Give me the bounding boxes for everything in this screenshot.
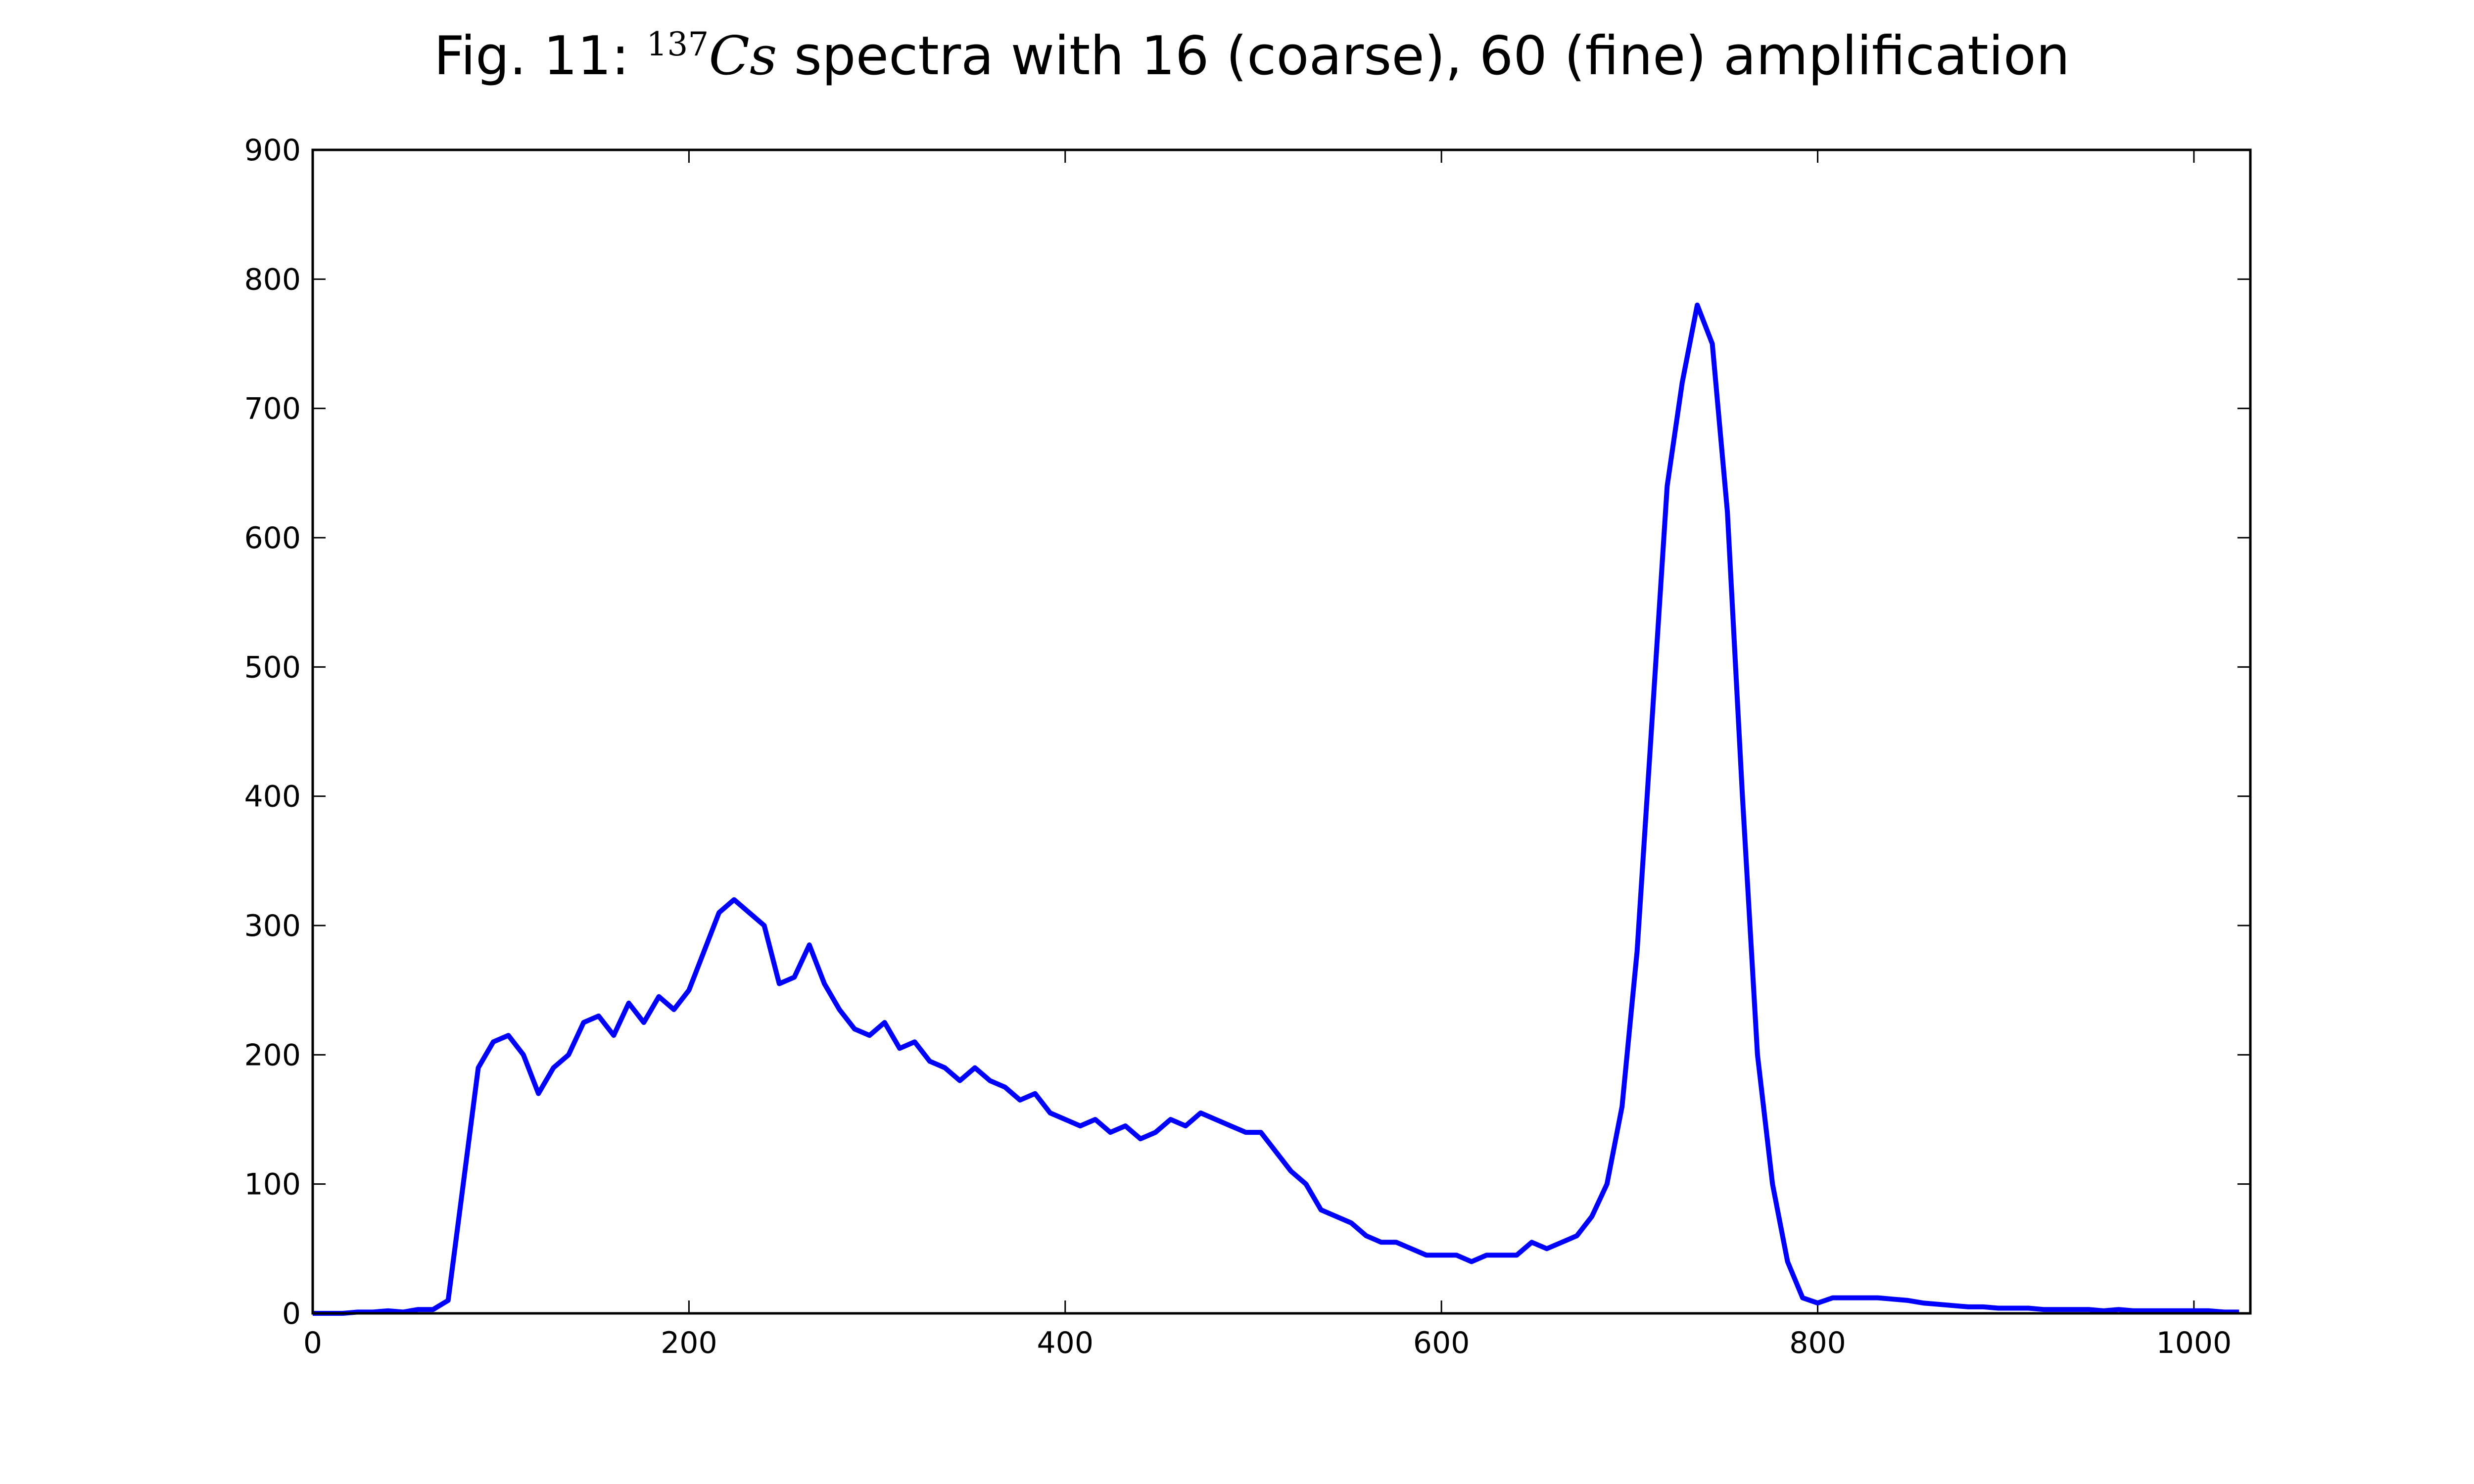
y-tick-label: 500 bbox=[244, 650, 301, 685]
y-tick-label: 0 bbox=[282, 1297, 301, 1331]
y-tick-label: 600 bbox=[244, 521, 301, 556]
x-tick-label: 0 bbox=[303, 1326, 322, 1360]
title-rest: spectra with 16 (coarse), 60 (fine) ampl… bbox=[794, 25, 2070, 87]
x-tick-label: 1000 bbox=[2156, 1326, 2232, 1360]
y-tick-label: 300 bbox=[244, 909, 301, 943]
x-tick-label: 800 bbox=[1789, 1326, 1846, 1360]
y-tick-label: 400 bbox=[244, 780, 301, 814]
title-italic: Cs bbox=[709, 25, 777, 87]
title-prefix: Fig. 11: bbox=[434, 25, 629, 87]
plot-frame bbox=[311, 148, 2252, 1315]
y-tick-label: 100 bbox=[244, 1167, 301, 1202]
x-tick-label: 400 bbox=[1037, 1326, 1094, 1360]
y-tick-label: 200 bbox=[244, 1038, 301, 1072]
y-tick-label: 900 bbox=[244, 133, 301, 168]
title-superscript: 137 bbox=[646, 25, 709, 63]
y-tick-label: 700 bbox=[244, 392, 301, 426]
data-line bbox=[313, 302, 2239, 1316]
x-tick-label: 600 bbox=[1413, 1326, 1470, 1360]
x-tick-label: 200 bbox=[661, 1326, 717, 1360]
y-tick-label: 800 bbox=[244, 262, 301, 297]
chart-title: Fig. 11: 137Cs spectra with 16 (coarse),… bbox=[434, 25, 2070, 87]
